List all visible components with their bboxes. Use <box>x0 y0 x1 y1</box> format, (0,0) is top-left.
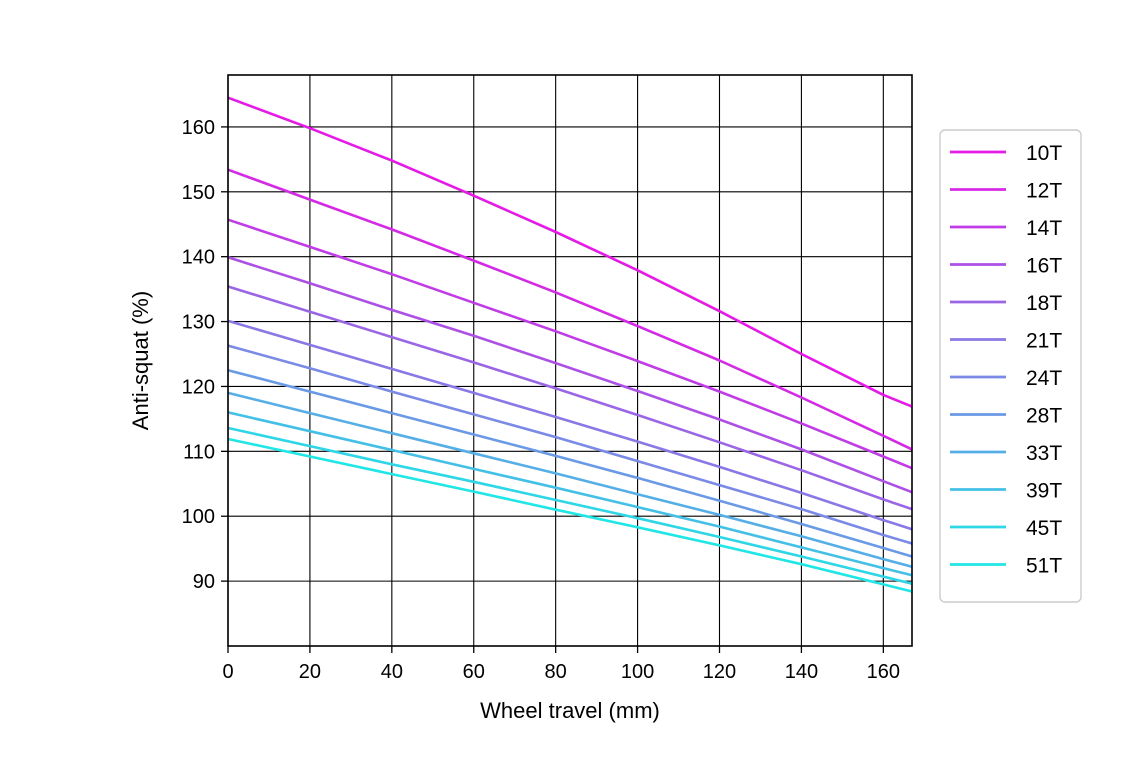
series-line-51T <box>227 437 913 593</box>
y-tick-label: 110 <box>183 441 215 463</box>
series-line-28T <box>227 368 913 558</box>
series-line-39T <box>227 411 913 577</box>
series-line-12T <box>227 168 913 451</box>
y-tick-label: 90 <box>193 571 215 593</box>
x-tick-label: 80 <box>545 661 567 683</box>
legend-label-10T: 10T <box>1026 142 1062 165</box>
series-line-45T <box>227 426 913 585</box>
legend-label-33T: 33T <box>1026 442 1062 465</box>
y-tick-label: 140 <box>182 247 215 269</box>
series-line-14T <box>227 218 913 470</box>
legend-label-39T: 39T <box>1026 480 1062 503</box>
legend-label-12T: 12T <box>1026 180 1062 203</box>
legend-label-18T: 18T <box>1026 292 1062 315</box>
legend-label-24T: 24T <box>1026 367 1062 390</box>
legend-box <box>939 129 1082 603</box>
x-tick-label: 100 <box>621 661 654 683</box>
x-axis-ticks: 0 20 40 60 80 100 120 140 160 <box>222 646 900 683</box>
legend-label-14T: 14T <box>1026 217 1062 240</box>
legend-label-16T: 16T <box>1026 255 1062 278</box>
legend-label-28T: 28T <box>1026 405 1062 428</box>
x-tick-label: 60 <box>463 661 485 683</box>
series-line-10T <box>227 96 913 408</box>
y-axis-ticks: 90 100 110 120 130 140 150 160 <box>182 117 228 593</box>
series-line-24T <box>227 344 913 545</box>
y-tick-label: 150 <box>182 182 215 204</box>
legend: 10T 12T 14T 16T 18T 21T 24T 28T 33T 39T 45T 51T <box>939 129 1082 603</box>
legend-label-21T: 21T <box>1026 330 1062 353</box>
y-tick-label: 100 <box>182 506 215 528</box>
series-line-33T <box>227 391 913 569</box>
x-tick-label: 160 <box>867 661 900 683</box>
x-tick-label: 0 <box>222 661 233 683</box>
x-tick-label: 140 <box>785 661 818 683</box>
x-axis-label: Wheel travel (mm) <box>480 698 660 723</box>
x-tick-label: 120 <box>703 661 736 683</box>
y-axis-label: Anti-squat (%) <box>128 291 153 430</box>
legend-label-45T: 45T <box>1026 517 1062 540</box>
legend-label-51T: 51T <box>1026 555 1062 578</box>
grid-lines <box>227 75 912 646</box>
series-lines <box>227 96 913 593</box>
series-line-18T <box>227 285 913 511</box>
y-tick-label: 160 <box>182 117 215 139</box>
x-tick-label: 20 <box>299 661 321 683</box>
y-tick-label: 130 <box>182 312 215 334</box>
series-line-21T <box>227 319 913 531</box>
series-line-16T <box>227 256 913 494</box>
plot-area-frame <box>227 74 913 647</box>
y-tick-label: 120 <box>182 376 215 398</box>
x-tick-label: 40 <box>381 661 403 683</box>
